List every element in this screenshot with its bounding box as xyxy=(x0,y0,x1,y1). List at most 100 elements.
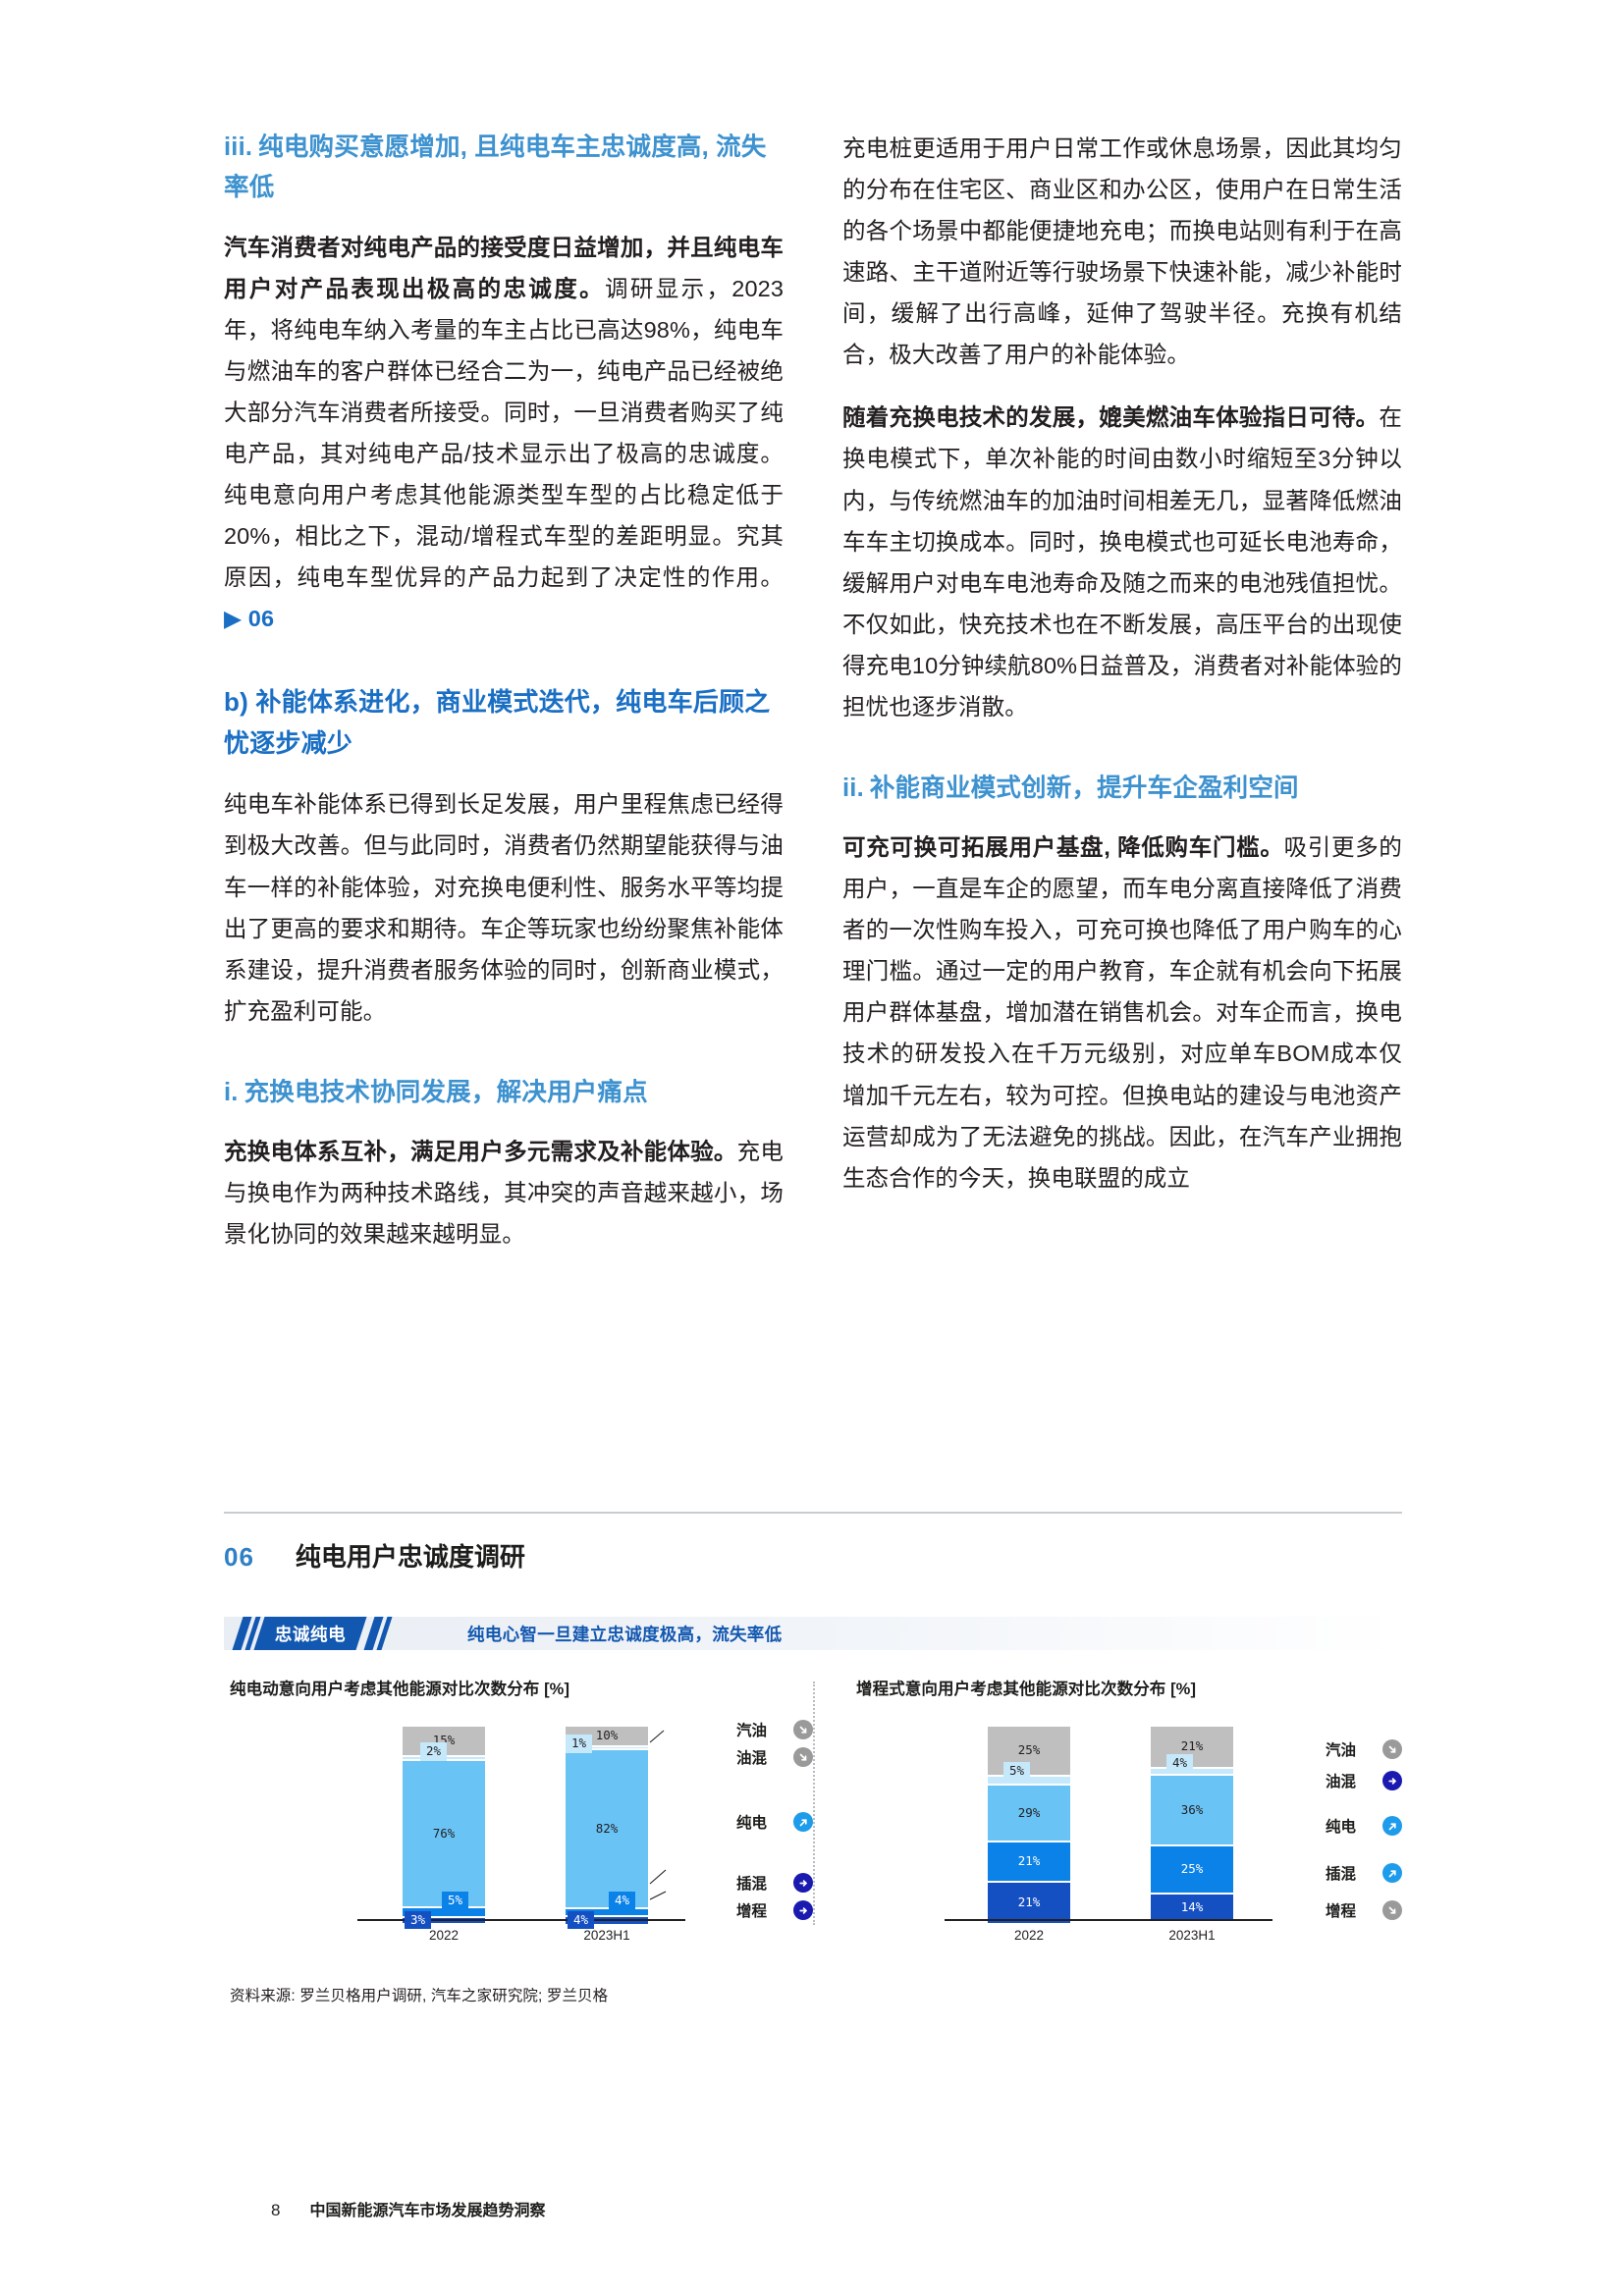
exhibit-source: 资料来源: 罗兰贝格用户调研, 汽车之家研究院; 罗兰贝格 xyxy=(230,1988,609,2004)
percent-sign: % xyxy=(447,1825,456,1841)
x-axis-line xyxy=(945,1919,1272,1921)
exhibit-06: 06 纯电用户忠诚度调研 忠诚纯电 纯电心智一旦建立忠诚度极高，流失率低 纯电动… xyxy=(224,1512,1402,2005)
segment-label: 14 xyxy=(1180,1899,1196,1915)
banner-tag-box: 忠诚纯电 xyxy=(253,1617,367,1650)
segment-label: 82 xyxy=(595,1820,611,1836)
left-column: iii. 纯电购买意愿增加, 且纯电车主忠诚度高, 流失率低 汽车消费者对纯电产品… xyxy=(224,128,784,1255)
percent-sign: % xyxy=(1032,1742,1041,1757)
right-paragraph-2-lead: 随着充换电技术的发展，媲美燃油车体验指日可待。 xyxy=(842,404,1380,431)
charts-divider xyxy=(813,1682,815,1925)
chart-bev-legend: 汽油 油混 纯电 xyxy=(707,1713,813,1921)
segment-label: 76 xyxy=(432,1825,448,1841)
legend-item-phev[interactable]: 插混 xyxy=(1326,1862,1402,1884)
left-paragraph-3: 充换电体系互补，满足用户多元需求及补能体验。充电与换电作为两种技术路线，其冲突的… xyxy=(224,1131,784,1255)
legend-leader-lines xyxy=(649,1730,667,1900)
arrow-up-right-blue-icon xyxy=(1382,1816,1402,1836)
callout-value: 3 xyxy=(410,1911,418,1927)
segment-gasoline-2023h1: 21% xyxy=(1151,1727,1233,1768)
heading-iii: iii. 纯电购买意愿增加, 且纯电车主忠诚度高, 流失率低 xyxy=(224,128,784,209)
x-tick-2023h1: 2023H1 xyxy=(1168,1928,1216,1943)
segment-label: 10 xyxy=(595,1728,611,1743)
heading-ii-numeral: ii. xyxy=(842,774,864,802)
right-paragraph-1: 充电桩更适用于用户日常工作或休息场景，因此其均匀的分布在住宅区、商业区和办公区，… xyxy=(842,135,1402,368)
page-footer: 8 中国新能源汽车市场发展趋势洞察 xyxy=(271,2197,545,2220)
x-tick-2022: 2022 xyxy=(428,1928,460,1943)
right-paragraph-3-rest: 吸引更多的用户，一直是车企的愿望，而车电分离直接降低了消费者的一次性购车投入，可… xyxy=(842,834,1403,1191)
callout-value: 5 xyxy=(448,1892,456,1907)
callout-erev-2023h1: 4% xyxy=(568,1910,595,1929)
segment-erev-2022: 21% xyxy=(988,1882,1070,1923)
callout-hybrid-2022: 2% xyxy=(420,1742,448,1761)
x-tick-2023h1: 2023H1 xyxy=(583,1928,630,1943)
percent-sign: % xyxy=(1032,1853,1041,1869)
segment-label: 36 xyxy=(1180,1801,1196,1817)
legend-item-hybrid[interactable]: 油混 xyxy=(736,1746,813,1768)
legend-item-bev[interactable]: 纯电 xyxy=(1326,1815,1402,1837)
callout-value: 4 xyxy=(573,1911,581,1927)
left-paragraph-3-lead: 充换电体系互补，满足用户多元需求及补能体验。 xyxy=(224,1139,737,1165)
segment-label: 21 xyxy=(1017,1895,1033,1910)
callout-value: 4 xyxy=(615,1892,623,1907)
arrow-down-right-gray-icon xyxy=(793,1747,813,1767)
right-column: 充电桩更适用于用户日常工作或休息场景，因此其均匀的分布在住宅区、商业区和办公区，… xyxy=(842,128,1402,1255)
percent-sign: % xyxy=(1032,1804,1041,1820)
legend-item-phev[interactable]: 插混 xyxy=(736,1872,813,1894)
left-paragraph-3-rest: 充电与换电作为两种技术路线，其冲突的声音越来越小，场景化协同的效果越来越明显。 xyxy=(224,1139,784,1248)
callout-hybrid-2023h1: 4% xyxy=(1166,1754,1194,1773)
exhibit-title-row: 06 纯电用户忠诚度调研 xyxy=(224,1537,1402,1574)
arrow-right-navy-icon xyxy=(1382,1771,1402,1790)
heading-ii-text: 补能商业模式创新，提升车企盈利空间 xyxy=(869,774,1299,802)
left-paragraph-1: 汽车消费者对纯电产品的接受度日益增加，并且纯电车用户对产品表现出极高的忠诚度。调… xyxy=(224,227,784,640)
arrow-down-right-gray-icon xyxy=(1382,1900,1402,1920)
arrow-right-navy-icon xyxy=(793,1900,813,1920)
banner-text: 纯电心智一旦建立忠诚度极高，流失率低 xyxy=(467,1624,783,1644)
banner-tag-group: 忠诚纯电 xyxy=(232,1617,393,1650)
percent-sign: % xyxy=(610,1728,619,1743)
legend-item-gasoline[interactable]: 汽油 xyxy=(1326,1738,1402,1760)
right-paragraph-3: 可充可换可拓展用户基盘, 降低购车门槛。吸引更多的用户，一直是车企的愿望，而车电… xyxy=(842,827,1402,1199)
legend-label: 油混 xyxy=(1326,1774,1357,1790)
segment-label: 25 xyxy=(1017,1742,1033,1757)
heading-b: b) 补能体系进化，商业模式迭代，纯电车后顾之忧逐步减少 xyxy=(224,687,771,758)
heading-i-numeral: i. xyxy=(224,1078,239,1106)
segment-phev-2022: 21% xyxy=(988,1841,1070,1883)
segment-label: 21 xyxy=(1017,1853,1033,1869)
arrow-up-right-blue-icon xyxy=(1382,1863,1402,1883)
exhibit-reference-06[interactable]: ▶ 06 xyxy=(224,606,275,632)
percent-sign: % xyxy=(1195,1738,1204,1754)
chart-erev-title: 增程式意向用户考虑其他能源对比次数分布 [%] xyxy=(856,1681,1197,1698)
heading-i: i. 充换电技术协同发展，解决用户痛点 xyxy=(224,1073,784,1113)
legend-label: 插混 xyxy=(736,1876,768,1893)
left-paragraph-2: 纯电车补能体系已得到长足发展，用户里程焦虑已经得到极大改善。但与此同时，消费者仍… xyxy=(224,791,784,1024)
exhibit-top-rule xyxy=(224,1512,1402,1514)
legend-label: 纯电 xyxy=(736,1815,768,1832)
bar-2022: 15% 76% xyxy=(403,1727,485,1923)
bar-2023h1: 10% 82% xyxy=(566,1727,648,1924)
legend-label: 汽油 xyxy=(736,1723,768,1739)
legend-label: 油混 xyxy=(736,1750,768,1767)
exhibit-banner: 忠诚纯电 纯电心智一旦建立忠诚度极高，流失率低 xyxy=(224,1617,1402,1650)
x-axis-line xyxy=(357,1919,685,1921)
percent-sign: % xyxy=(1195,1801,1204,1817)
text-columns: iii. 纯电购买意愿增加, 且纯电车主忠诚度高, 流失率低 汽车消费者对纯电产品… xyxy=(224,128,1402,1255)
chart-erev-plot: 25% 29% 21% 21% 5% xyxy=(850,1713,1402,1943)
legend-item-gasoline[interactable]: 汽油 xyxy=(736,1719,813,1740)
legend-item-hybrid[interactable]: 油混 xyxy=(1326,1770,1402,1791)
legend-item-bev[interactable]: 纯电 xyxy=(736,1811,813,1833)
legend-item-erev[interactable]: 增程 xyxy=(1326,1899,1402,1921)
callout-value: 2 xyxy=(426,1743,434,1758)
exhibit-number: 06 xyxy=(224,1542,254,1572)
percent-sign: % xyxy=(1195,1861,1204,1877)
callout-hybrid-2023h1: 1% xyxy=(566,1735,593,1753)
callout-phev-2022: 5% xyxy=(442,1891,469,1909)
segment-label: 21 xyxy=(1180,1738,1196,1754)
legend-item-erev[interactable]: 增程 xyxy=(736,1899,813,1921)
segment-bev-2023h1: 36% xyxy=(1151,1775,1233,1845)
segment-label: 29 xyxy=(1017,1804,1033,1820)
segment-erev-2023h1: 14% xyxy=(1151,1894,1233,1921)
percent-sign: % xyxy=(447,1733,456,1748)
chart-bev-plot: 15% 76% 2% 5% 3% xyxy=(224,1713,813,1943)
left-paragraph-1-rest: 调研显示，2023年，将纯电车纳入考量的车主占比已高达98%，纯电车与燃油车的客… xyxy=(224,275,784,591)
chart-bev-intent: 纯电动意向用户考虑其他能源对比次数分布 [%] 15% 76% xyxy=(224,1676,813,1943)
